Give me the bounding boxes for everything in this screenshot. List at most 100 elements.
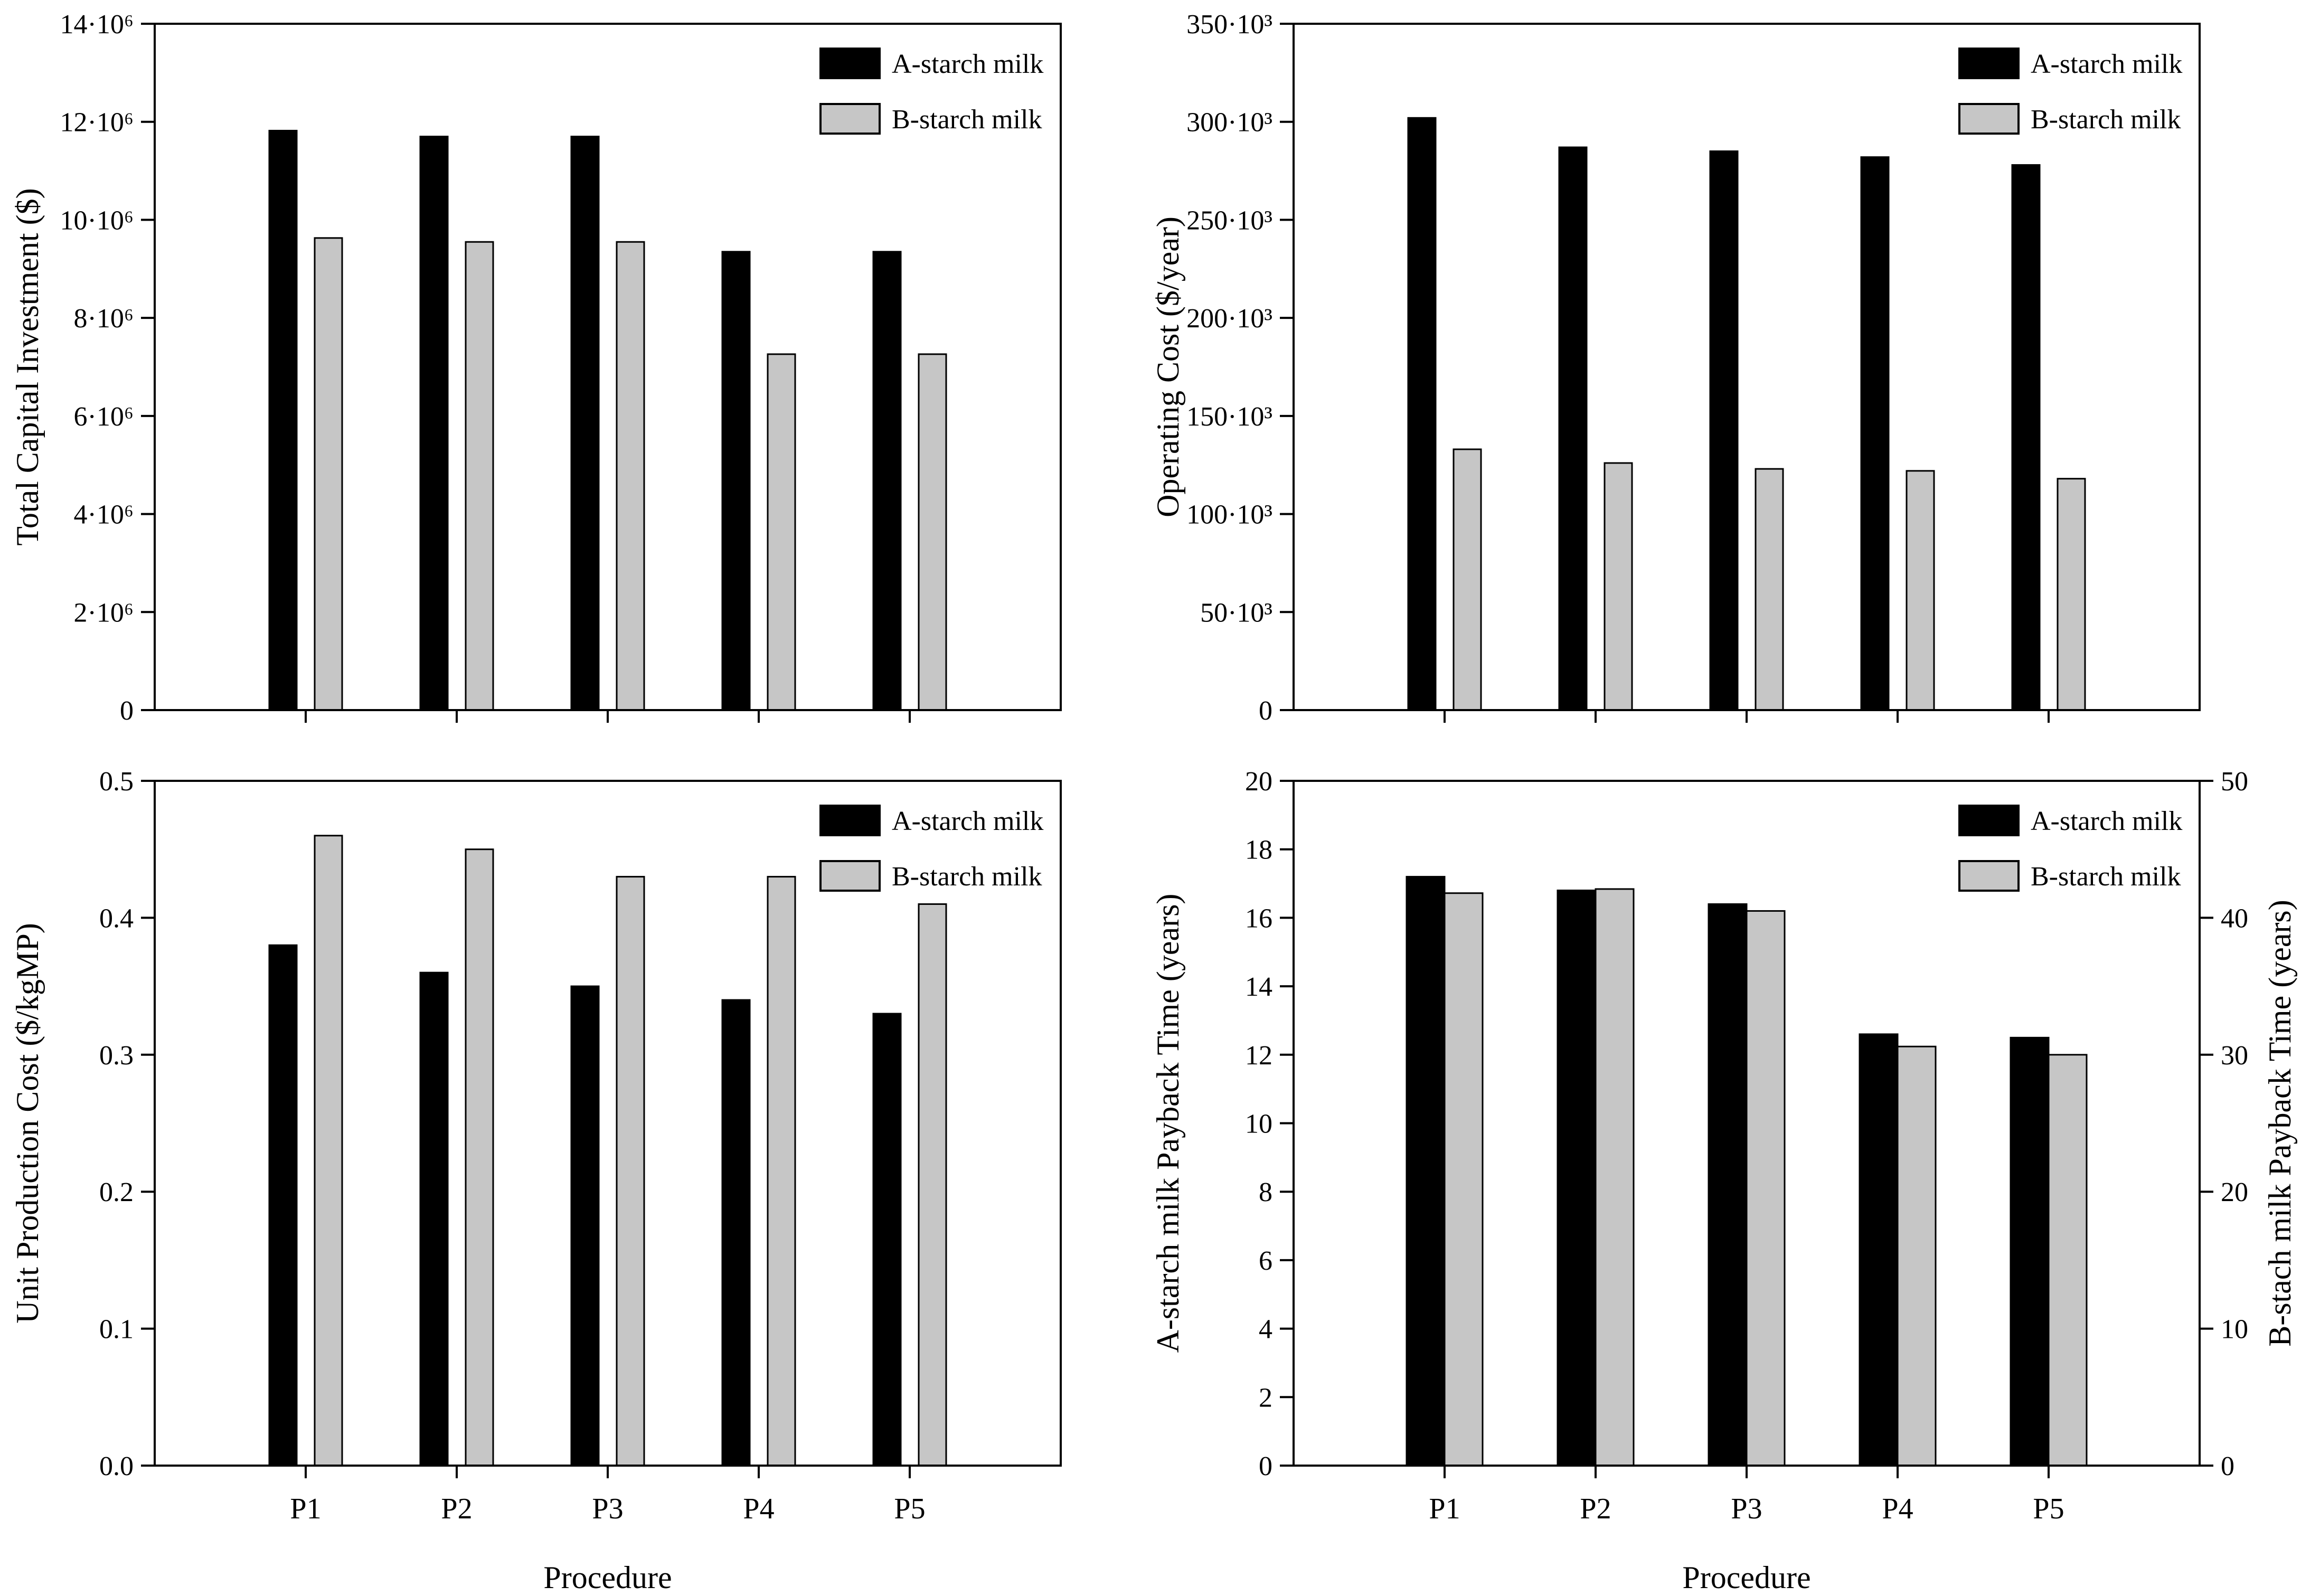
y-axis-tick-label: 10·10⁶ bbox=[60, 205, 134, 235]
x-axis-tick-label: P2 bbox=[1580, 1493, 1611, 1525]
series-a-starch-milk bbox=[268, 944, 902, 1467]
y-axis-tick-label: 2 bbox=[1259, 1383, 1272, 1413]
legend-swatch-a-starch bbox=[1958, 48, 2020, 79]
bar-b-starch-milk-p5 bbox=[2057, 478, 2086, 711]
bar-b-starch-milk-p4 bbox=[767, 876, 796, 1467]
y-axis-tick-label: 6 bbox=[1259, 1246, 1272, 1276]
y-axis-tick-label: 12 bbox=[1245, 1041, 1272, 1071]
bar-a-starch-milk-p1 bbox=[268, 944, 298, 1467]
legend-label-b-starch: B-starch milk bbox=[892, 862, 1042, 892]
y-axis-tick-label: 100·10³ bbox=[1186, 500, 1272, 530]
bar-a-starch-milk-p4 bbox=[721, 251, 751, 711]
y-axis-tick-label: 0.1 bbox=[99, 1315, 134, 1345]
legend-label-a-starch: A-starch milk bbox=[2031, 49, 2182, 79]
bar-b-starch-milk-p3 bbox=[1746, 910, 1786, 1467]
y-axis-tick-label: 150·10³ bbox=[1186, 402, 1272, 432]
y-axis-tick-label: 300·10³ bbox=[1186, 108, 1272, 138]
bar-a-starch-milk-p4 bbox=[1859, 1033, 1899, 1467]
x-axis-tick-label: P3 bbox=[592, 1493, 623, 1525]
y-axis-tick-label: 250·10³ bbox=[1186, 205, 1272, 235]
y-axis-tick-label: 0.3 bbox=[99, 1041, 134, 1071]
bar-a-starch-milk-p5 bbox=[2011, 164, 2041, 711]
bar-a-starch-milk-p5 bbox=[872, 251, 902, 711]
bar-b-starch-milk-p4 bbox=[1897, 1045, 1937, 1467]
bar-b-starch-milk-p2 bbox=[465, 241, 494, 711]
bar-b-starch-milk-p4 bbox=[1906, 470, 1935, 711]
bar-b-starch-milk-p1 bbox=[1444, 892, 1484, 1467]
legend-swatch-b-starch bbox=[1958, 103, 2020, 135]
bar-b-starch-milk-p5 bbox=[2048, 1054, 2088, 1467]
bar-b-starch-milk-p2 bbox=[1604, 462, 1633, 711]
chart-operating-cost: 0 50·10³ 100·10³ 150·10³ 200·10³ 250·10³ 300·1… bbox=[1150, 10, 2201, 726]
y-axis-tick-label: 8·10⁶ bbox=[74, 304, 134, 334]
bar-b-starch-milk-p3 bbox=[1755, 468, 1784, 711]
bar-a-starch-milk-p2 bbox=[419, 971, 449, 1467]
x-axis-tick-label: P1 bbox=[290, 1493, 321, 1525]
bar-b-starch-milk-p1 bbox=[314, 237, 343, 711]
bar-a-starch-milk-p2 bbox=[1557, 890, 1597, 1467]
legend-swatch-a-starch bbox=[1958, 805, 2020, 836]
legend-label-a-starch: A-starch milk bbox=[892, 806, 1043, 836]
y-axis-tick-label: 14·10⁶ bbox=[60, 10, 134, 40]
x-axis-tick-label: P3 bbox=[1731, 1493, 1762, 1525]
x-axis-title: Procedure bbox=[543, 1560, 672, 1595]
y-axis-tick-label: 18 bbox=[1245, 835, 1272, 865]
y-axis-tick-label: 0 bbox=[1259, 1451, 1272, 1481]
y-axis-tick-label: 16 bbox=[1245, 903, 1272, 933]
bar-a-starch-milk-p2 bbox=[419, 136, 449, 711]
bar-a-starch-milk-p1 bbox=[1407, 117, 1437, 711]
x-axis-tick-label: P5 bbox=[894, 1493, 925, 1525]
bar-b-starch-milk-p1 bbox=[314, 835, 343, 1467]
y-axis-title: Operating Cost ($/year) bbox=[1150, 216, 1185, 517]
x-axis-tick-label: P2 bbox=[441, 1493, 472, 1525]
x-axis-tick-label: P1 bbox=[1429, 1493, 1460, 1525]
y-axis-tick-label: 4 bbox=[1259, 1315, 1272, 1345]
legend-label-a-starch: A-starch milk bbox=[892, 49, 1043, 79]
y-axis-tick-label: 10 bbox=[1245, 1109, 1272, 1139]
bar-a-starch-milk-p1 bbox=[268, 129, 298, 711]
bar-a-starch-milk-p3 bbox=[1708, 903, 1748, 1467]
bar-b-starch-milk-p2 bbox=[465, 848, 494, 1467]
right-y-axis-tick-label: 0 bbox=[2221, 1451, 2234, 1481]
bar-a-starch-milk-p2 bbox=[1558, 146, 1588, 711]
right-y-axis-title: B-stach milk Payback Time (years) bbox=[2262, 900, 2297, 1347]
y-axis-tick-label: 4·10⁶ bbox=[74, 500, 134, 530]
series-b-starch-milk bbox=[1444, 888, 2088, 1467]
bar-b-starch-milk-p3 bbox=[616, 241, 645, 711]
y-axis-tick-label: 0.0 bbox=[99, 1451, 134, 1481]
y-axis-tick-label: 14 bbox=[1245, 972, 1272, 1002]
bar-b-starch-milk-p1 bbox=[1453, 448, 1482, 711]
right-y-axis-tick-label: 10 bbox=[2221, 1315, 2248, 1345]
y-axis-tick-label: 0 bbox=[1259, 696, 1272, 726]
y-axis-tick-label: 0 bbox=[120, 696, 134, 726]
x-axis-tick-label: P5 bbox=[2033, 1493, 2064, 1525]
legend-swatch-a-starch bbox=[819, 805, 881, 836]
x-axis-title: Procedure bbox=[1682, 1560, 1810, 1595]
right-y-axis-tick-label: 30 bbox=[2221, 1041, 2248, 1071]
bar-b-starch-milk-p5 bbox=[918, 353, 947, 711]
chart-payback-time: 0 2 4 6 8 10 12 14 16 18 20 0 10 20 30 40 50 B-stach milk… bbox=[1150, 767, 2297, 1595]
bar-b-starch-milk-p5 bbox=[918, 903, 947, 1467]
bar-a-starch-milk-p3 bbox=[570, 136, 600, 711]
y-axis-title: Total Capital Investment ($) bbox=[10, 188, 45, 545]
chart-unit-production-cost: 0.0 0.1 0.2 0.3 0.4 0.5 P1 P2 P3 P4 P5 Unit Product… bbox=[10, 767, 1062, 1595]
bar-a-starch-milk-p4 bbox=[1860, 156, 1890, 711]
series-b-starch-milk bbox=[1453, 448, 2086, 711]
y-axis-tick-label: 200·10³ bbox=[1186, 304, 1272, 334]
operating-cost-legend: A-starch milk B-starch milk bbox=[1958, 48, 2182, 135]
y-axis-tick-label: 20 bbox=[1245, 767, 1272, 797]
bar-a-starch-milk-p1 bbox=[1406, 876, 1446, 1467]
bar-a-starch-milk-p3 bbox=[1709, 150, 1739, 711]
y-axis-tick-label: 0.2 bbox=[99, 1177, 134, 1207]
unit-production-cost-legend: A-starch milk B-starch milk bbox=[819, 805, 1043, 892]
bar-a-starch-milk-p4 bbox=[721, 999, 751, 1467]
x-axis-tick-label: P4 bbox=[743, 1493, 774, 1525]
y-axis-tick-label: 50·10³ bbox=[1200, 598, 1272, 628]
series-a-starch-milk bbox=[268, 129, 902, 711]
y-axis-tick-label: 350·10³ bbox=[1186, 10, 1272, 40]
bar-a-starch-milk-p3 bbox=[570, 985, 600, 1467]
payback-time-legend: A-starch milk B-starch milk bbox=[1958, 805, 2182, 892]
y-axis-tick-label: 2·10⁶ bbox=[74, 598, 134, 628]
